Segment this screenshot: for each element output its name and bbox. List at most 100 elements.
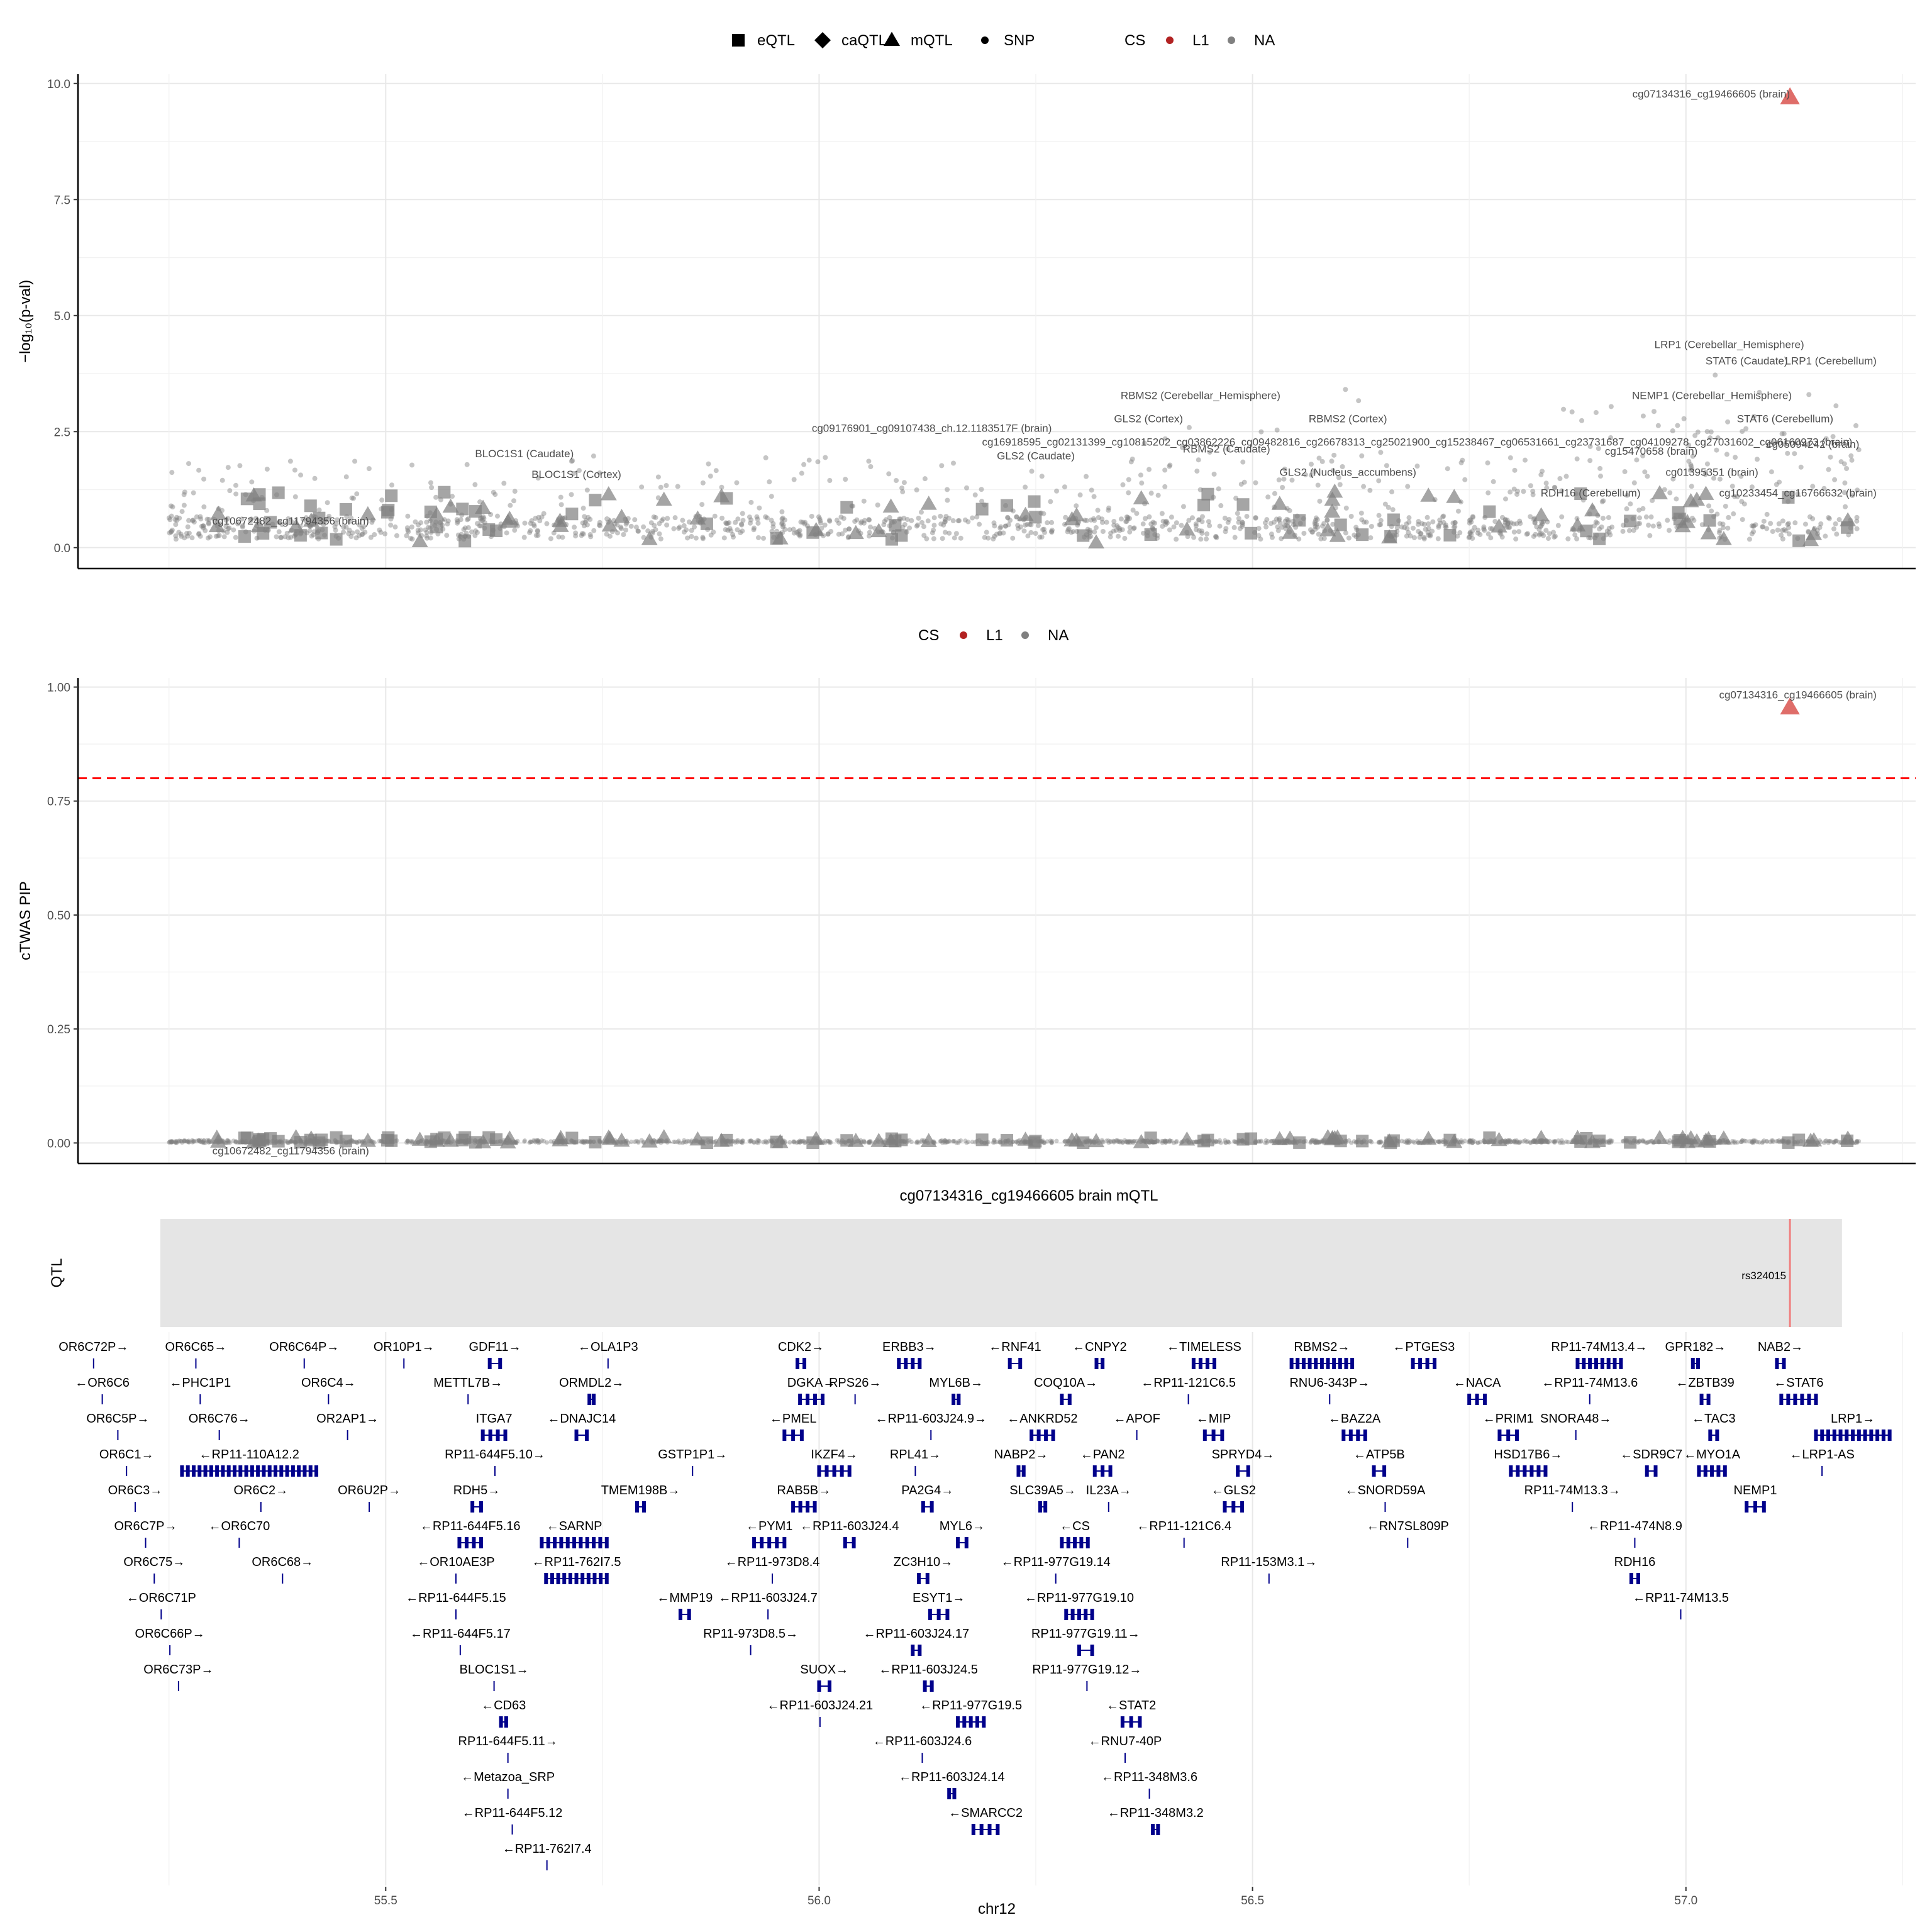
qtl-point bbox=[870, 1133, 887, 1147]
gene-label: HSD17B6→ bbox=[1494, 1448, 1562, 1462]
snp-point bbox=[1635, 521, 1641, 526]
snp-point bbox=[311, 532, 316, 538]
gene-label: ←RP11-977G19.14 bbox=[1001, 1555, 1111, 1569]
qtl-point bbox=[601, 517, 618, 532]
snp-point bbox=[1600, 516, 1606, 521]
snp-point bbox=[1458, 1140, 1463, 1145]
snp-point bbox=[480, 518, 486, 523]
snp-point bbox=[840, 531, 845, 536]
snp-point bbox=[1436, 523, 1441, 528]
snp-point bbox=[521, 535, 527, 540]
snp-point bbox=[1406, 1140, 1411, 1145]
qtl-point bbox=[1593, 532, 1606, 545]
qtl-point bbox=[1443, 529, 1457, 542]
snp-point bbox=[1368, 535, 1374, 541]
snp-point bbox=[1279, 525, 1285, 530]
gene-label: ←MMP19 bbox=[657, 1591, 713, 1605]
snp-point bbox=[535, 1139, 540, 1144]
snp-point bbox=[423, 527, 428, 533]
snp-point bbox=[1148, 521, 1154, 527]
snp-point bbox=[836, 1138, 841, 1143]
qtl-point bbox=[359, 506, 376, 521]
gene-exon bbox=[586, 1573, 591, 1584]
gene-label: ←NACA bbox=[1453, 1376, 1501, 1390]
snp-point bbox=[1167, 464, 1172, 469]
snp-point bbox=[174, 514, 180, 520]
snp-point bbox=[201, 523, 206, 529]
snp-point bbox=[721, 535, 727, 541]
snp-point bbox=[800, 1139, 805, 1144]
snp-point bbox=[582, 1140, 587, 1145]
snp-point bbox=[802, 1140, 808, 1145]
gene-exon bbox=[580, 1573, 585, 1584]
snp-point bbox=[1411, 535, 1417, 540]
qtl-point bbox=[1282, 525, 1299, 539]
snp-point bbox=[942, 516, 948, 522]
snp-point bbox=[1277, 520, 1283, 526]
gene-label: ←OR6C71P bbox=[126, 1591, 196, 1605]
snp-point bbox=[1777, 479, 1782, 485]
snp-point bbox=[1378, 522, 1384, 528]
snp-point bbox=[708, 474, 713, 479]
snp-point bbox=[1512, 1140, 1517, 1145]
pip-panel: cg07134316_cg19466605 (brain)cg10672482_… bbox=[17, 678, 1916, 1165]
snp-point bbox=[1854, 1139, 1859, 1144]
snp-point bbox=[754, 514, 760, 519]
snp-point bbox=[472, 533, 478, 538]
cs-l1-point bbox=[1780, 87, 1800, 104]
snp-point bbox=[1253, 480, 1258, 486]
snp-point bbox=[1232, 535, 1238, 540]
snp-point bbox=[1280, 484, 1285, 490]
snp-point bbox=[1517, 518, 1523, 524]
qtl-point bbox=[264, 516, 277, 529]
snp-point bbox=[522, 520, 528, 526]
gene-exon bbox=[798, 1394, 802, 1405]
snp-point bbox=[1828, 1138, 1833, 1143]
snp-point bbox=[954, 1140, 959, 1145]
qtl-point bbox=[1356, 1135, 1369, 1148]
snp-point bbox=[1199, 530, 1205, 536]
snp-point bbox=[909, 518, 914, 523]
gene-exon bbox=[1753, 1501, 1758, 1513]
snp-point bbox=[943, 514, 949, 519]
snp-point bbox=[862, 518, 867, 523]
gene-exon bbox=[782, 1537, 787, 1548]
snp-point bbox=[1426, 521, 1431, 527]
snp-point bbox=[1378, 1140, 1383, 1145]
snp-point bbox=[226, 1139, 231, 1144]
snp-point bbox=[1770, 440, 1776, 445]
qtl-point bbox=[889, 519, 902, 532]
snp-point bbox=[1349, 1140, 1354, 1145]
snp-point bbox=[1750, 1140, 1755, 1145]
legend-mid: CS L1 NA bbox=[918, 627, 1069, 644]
snp-point bbox=[1142, 516, 1148, 521]
snp-point bbox=[198, 1138, 203, 1143]
snp-point bbox=[1807, 514, 1813, 519]
gene-exon bbox=[1594, 1358, 1598, 1369]
snp-point bbox=[1005, 515, 1011, 521]
y-tick-label: 1.00 bbox=[47, 681, 70, 694]
gene-exon bbox=[918, 1358, 922, 1369]
gene-exon bbox=[1356, 1430, 1360, 1441]
snp-point bbox=[930, 530, 935, 536]
snp-point bbox=[1731, 1140, 1736, 1145]
gene-label: ←SMARCC2 bbox=[948, 1806, 1023, 1820]
snp-point bbox=[1472, 525, 1477, 530]
point-label: NEMP1 (Cerebellar_Hemisphere) bbox=[1632, 390, 1792, 402]
snp-point bbox=[1423, 526, 1428, 532]
snp-point bbox=[169, 513, 174, 519]
snp-point bbox=[1749, 523, 1755, 529]
gene-exon bbox=[274, 1465, 278, 1477]
snp-point bbox=[169, 1139, 174, 1144]
snp-point bbox=[227, 1140, 232, 1145]
qtl-point bbox=[655, 491, 672, 506]
snp-point bbox=[719, 484, 724, 490]
snp-point bbox=[797, 533, 802, 539]
gene-exon bbox=[1793, 1394, 1797, 1405]
gene-exon bbox=[1696, 1358, 1701, 1369]
qtl-point bbox=[808, 1130, 824, 1145]
snp-point bbox=[904, 516, 910, 522]
qtl-point bbox=[840, 1134, 853, 1147]
snp-point bbox=[169, 1138, 174, 1143]
gene-label: MYL6B→ bbox=[929, 1376, 983, 1390]
